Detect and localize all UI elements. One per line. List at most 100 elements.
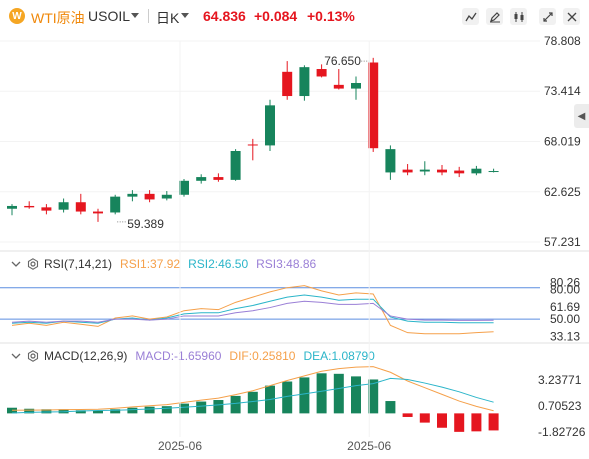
price-change-percent: +0.13% bbox=[307, 8, 355, 24]
macd-label: MACD(12,26,9) bbox=[44, 349, 128, 363]
candle-body bbox=[402, 169, 413, 173]
line-chart-icon[interactable] bbox=[462, 8, 479, 25]
candle-body bbox=[75, 202, 86, 212]
period-chevron-down-icon[interactable] bbox=[181, 13, 189, 18]
expand-chevron-left-icon[interactable]: ◀ bbox=[574, 104, 589, 128]
macd-axis-tick: 3.23771 bbox=[538, 373, 582, 387]
macd-series-line bbox=[11, 366, 494, 412]
candle-body bbox=[41, 207, 52, 211]
rsi2-value: RSI2:46.50 bbox=[188, 257, 249, 271]
candle-body bbox=[144, 193, 155, 200]
candle-body bbox=[213, 177, 224, 180]
chart-header: W WTI原油 USOIL 日K 64.836 +0.084 +0.13% bbox=[0, 0, 589, 32]
macd-histogram-bar bbox=[282, 381, 293, 414]
last-price: 64.836 bbox=[203, 8, 246, 24]
macd-histogram-bar bbox=[7, 407, 17, 414]
candle-body bbox=[110, 196, 121, 213]
candle-body bbox=[385, 149, 396, 173]
macd-histogram-bar bbox=[110, 409, 121, 414]
rsi-axis-tick: 61.69 bbox=[550, 300, 580, 314]
candle-body bbox=[7, 205, 17, 209]
macd-histogram-bar bbox=[127, 407, 138, 414]
close-icon[interactable] bbox=[563, 8, 580, 25]
candle-body bbox=[127, 193, 138, 197]
candle-body bbox=[58, 202, 69, 210]
macd-histogram-bar bbox=[213, 400, 224, 414]
macd-histogram-bar bbox=[437, 413, 447, 428]
macd-histogram-bar bbox=[230, 395, 241, 414]
macd-histogram-bar bbox=[75, 410, 86, 414]
macd-histogram-bar bbox=[471, 413, 482, 432]
price-axis-tick: 78.808 bbox=[544, 34, 581, 48]
macd-axis-tick: -1.82726 bbox=[538, 425, 586, 439]
candle-body bbox=[179, 180, 189, 195]
collapse-chevron-icon[interactable] bbox=[10, 258, 22, 270]
macd-histogram-bar bbox=[24, 408, 35, 414]
macd-settings-gear-icon[interactable] bbox=[27, 350, 39, 362]
macd-histogram-bar bbox=[247, 391, 258, 414]
price-axis-tick: 68.019 bbox=[544, 135, 581, 149]
macd-histogram-bar bbox=[333, 373, 344, 414]
candle-body bbox=[419, 169, 430, 172]
rsi-axis-tick: 80.00 bbox=[550, 283, 580, 297]
low-price-label: 59.389 bbox=[127, 217, 164, 231]
rsi-series-line bbox=[11, 300, 494, 323]
macd-histogram-bar bbox=[316, 373, 327, 414]
dea-value: DEA:1.08790 bbox=[303, 349, 375, 363]
collapse-chevron-icon[interactable] bbox=[10, 350, 22, 362]
rsi1-value: RSI1:37.92 bbox=[120, 257, 181, 271]
candle-body bbox=[333, 84, 344, 89]
macd-legend: MACD(12,26,9) MACD:-1.65960 DIF:0.25810 … bbox=[10, 349, 375, 363]
dif-value: DIF:0.25810 bbox=[229, 349, 296, 363]
candle-body bbox=[196, 177, 207, 181]
rsi-axis-tick: 33.13 bbox=[550, 330, 580, 344]
candle-body bbox=[488, 171, 499, 173]
macd-histogram-bar bbox=[488, 413, 499, 431]
candle-body bbox=[265, 105, 275, 146]
macd-histogram-bar bbox=[385, 401, 396, 414]
candle-body bbox=[230, 150, 241, 180]
candle-body bbox=[454, 170, 465, 174]
shrink-icon[interactable] bbox=[539, 8, 556, 25]
candle-body bbox=[161, 194, 172, 199]
price-axis-tick: 62.625 bbox=[544, 185, 581, 199]
macd-histogram-bar bbox=[93, 410, 103, 414]
macd-histogram-bar bbox=[41, 409, 52, 414]
rsi-series-line bbox=[11, 285, 494, 335]
rsi-settings-gear-icon[interactable] bbox=[27, 258, 39, 270]
price-axis-tick: 73.414 bbox=[544, 84, 581, 98]
symbol-logo-icon: W bbox=[9, 8, 25, 24]
rsi-axis-tick: 80.26 bbox=[550, 275, 580, 289]
candle-body bbox=[247, 144, 258, 146]
macd-series-line bbox=[11, 377, 494, 414]
macd-histogram-bar bbox=[179, 403, 189, 414]
macd-value: MACD:-1.65960 bbox=[135, 349, 222, 363]
rsi3-value: RSI3:48.86 bbox=[256, 257, 317, 271]
high-price-label: 76.650 bbox=[324, 54, 361, 68]
symbol-chevron-down-icon[interactable] bbox=[131, 13, 139, 18]
macd-histogram-bar bbox=[299, 377, 310, 414]
candle-body bbox=[471, 168, 482, 174]
rsi-label: RSI(7,14,21) bbox=[44, 257, 113, 271]
pencil-icon[interactable] bbox=[486, 8, 503, 25]
symbol-name[interactable]: WTI原油 bbox=[31, 10, 85, 26]
macd-histogram-bar bbox=[144, 406, 155, 414]
macd-histogram-bar bbox=[161, 406, 172, 414]
candle-body bbox=[282, 71, 293, 97]
candle-body bbox=[299, 67, 310, 97]
symbol-code[interactable]: USOIL bbox=[88, 8, 131, 24]
candle-body bbox=[24, 205, 35, 208]
rsi-axis-tick: 50.00 bbox=[550, 312, 580, 326]
header-divider bbox=[148, 9, 149, 23]
candle-body bbox=[93, 211, 103, 214]
macd-histogram-bar bbox=[419, 413, 430, 423]
period-selector[interactable]: 日K bbox=[156, 10, 180, 26]
candles-icon[interactable] bbox=[510, 8, 527, 25]
rsi-legend: RSI(7,14,21) RSI1:37.92 RSI2:46.50 RSI3:… bbox=[10, 257, 316, 271]
candle-body bbox=[437, 169, 447, 173]
date-axis-tick: 2025-06 bbox=[347, 439, 391, 453]
macd-histogram-bar bbox=[454, 413, 465, 432]
price-axis-tick: 57.231 bbox=[544, 235, 581, 249]
macd-histogram-bar bbox=[196, 401, 207, 414]
